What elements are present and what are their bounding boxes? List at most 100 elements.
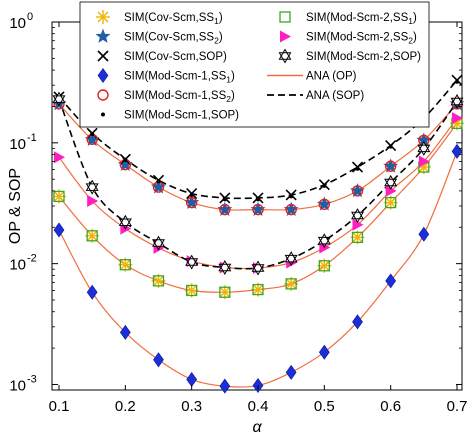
marker-triangle-7-10 (385, 184, 397, 197)
legend-label: SIM(Cov-Scm,SS2) (124, 32, 223, 46)
legend-box (79, 1, 430, 128)
marker-square-6-10 (385, 196, 397, 209)
legend-label: ANA (OP) (306, 71, 357, 83)
legend-label: SIM(Mod-Scm-2,SS1) (306, 12, 417, 26)
legend-label: SIM(Cov-Scm,SS1) (124, 12, 223, 26)
y-tick-exponent: -2 (27, 253, 37, 265)
legend-label: SIM(Mod-Scm-2,SS2) (306, 32, 417, 46)
marker-square-6-6 (252, 283, 264, 296)
marker-dot-5-9 (355, 166, 360, 171)
x-axis-title: α (252, 419, 262, 436)
marker-dot-5-12 (455, 79, 459, 84)
marker-hexstar-8-2 (118, 214, 132, 230)
legend-marker-2 (97, 50, 109, 62)
marker-diamond-3-10 (385, 273, 397, 289)
marker-circle-4-9 (351, 185, 364, 197)
marker-diamond-3-2 (119, 324, 131, 340)
legend-marker-6 (279, 11, 291, 23)
marker-dot-5-7 (289, 194, 294, 199)
marker-dot-5-3 (156, 179, 161, 184)
marker-dot-5-5 (222, 197, 227, 202)
legend-label: SIM(Mod-Scm-1,SS2) (124, 90, 235, 104)
marker-dot-5-2 (123, 158, 128, 163)
marker-triangle-7-12 (452, 112, 463, 125)
marker-dot-5-10 (388, 144, 393, 149)
marker-hexstar-8-8 (317, 233, 331, 249)
legend-label: ANA (SOP) (306, 90, 364, 102)
marker-circle-4-7 (285, 203, 297, 216)
legend-label: SIM(Cov-Scm,SOP) (124, 51, 227, 63)
marker-square-6-2 (119, 259, 131, 271)
marker-diamond-3-7 (285, 364, 297, 380)
legend-marker-3 (97, 67, 109, 84)
marker-triangle-7-11 (418, 155, 430, 168)
marker-diamond-3-5 (219, 378, 231, 394)
x-tick-label: 0.6 (380, 398, 401, 415)
y-tick-label: 10 (9, 257, 26, 274)
legend-marker-5 (101, 112, 105, 117)
x-tick-label: 0.2 (115, 398, 136, 415)
marker-circle-4-8 (318, 198, 331, 210)
x-tick-label: 0.3 (181, 398, 202, 415)
marker-square-6-9 (351, 231, 364, 244)
marker-dot-5-6 (256, 197, 260, 202)
marker-dot-5-4 (189, 192, 194, 197)
marker-diamond-3-9 (352, 314, 363, 330)
legend-label: SIM(Mod-Scm-1,SOP) (124, 110, 239, 122)
legend-marker-1 (95, 28, 111, 43)
legend-marker-4 (97, 89, 109, 101)
x-tick-label: 0.4 (248, 398, 269, 415)
marker-square-6-0 (53, 190, 65, 203)
marker-square-6-3 (152, 275, 165, 287)
marker-hexstar-8-7 (284, 251, 298, 267)
legend-label: SIM(Mod-Scm-2,SOP) (306, 51, 421, 63)
marker-hexstar-8-3 (152, 235, 165, 251)
x-tick-label: 0.7 (447, 398, 468, 415)
marker-diamond-3-1 (86, 284, 98, 300)
marker-diamond-3-0 (53, 222, 65, 238)
marker-dot-5-8 (322, 183, 327, 188)
marker-hexstar-8-0 (52, 91, 66, 107)
marker-hexstar-8-10 (384, 174, 398, 190)
legend-marker-8 (278, 48, 292, 64)
marker-triangle-7-1 (87, 194, 99, 207)
marker-circle-4-5 (219, 203, 231, 216)
y-tick-exponent: -1 (27, 132, 37, 144)
marker-hexstar-8-1 (85, 179, 99, 195)
marker-square-6-1 (86, 230, 98, 242)
marker-diamond-3-8 (318, 344, 330, 360)
marker-diamond-3-11 (418, 226, 430, 242)
marker-triangle-7-9 (352, 218, 364, 231)
marker-circle-4-6 (252, 203, 264, 216)
marker-dot-5-1 (90, 132, 95, 137)
marker-hexstar-8-9 (351, 208, 364, 224)
marker-circle-4-4 (185, 196, 198, 209)
marker-hexstar-8-4 (185, 254, 199, 270)
y-axis-title: OP & SOP (7, 168, 24, 244)
marker-circle-4-10 (384, 160, 397, 172)
y-tick-label: 10 (9, 136, 26, 153)
marker-hexstar-8-12 (450, 93, 464, 110)
y-tick-exponent: -3 (27, 373, 37, 385)
marker-hexstar-8-11 (417, 140, 431, 156)
marker-square-6-7 (285, 278, 297, 290)
y-tick-exponent: 0 (27, 11, 33, 23)
x-tick-label: 0.1 (49, 398, 70, 415)
marker-triangle-7-0 (54, 151, 65, 164)
legend-marker-0 (96, 10, 110, 24)
legend-marker-7 (280, 30, 291, 43)
y-tick-label: 10 (9, 377, 26, 394)
marker-hexstar-8-5 (218, 260, 232, 276)
marker-square-6-8 (318, 260, 330, 272)
legend: SIM(Cov-Scm,SS1) SIM(Cov-Scm,SS2) SIM(Cov-… (79, 1, 430, 128)
marker-triangle-7-8 (319, 241, 331, 254)
marker-square-6-4 (186, 284, 198, 297)
marker-hexstar-8-6 (251, 260, 265, 276)
legend-label: SIM(Mod-Scm-1,SS1) (124, 71, 235, 85)
simulation-markers (51, 74, 465, 394)
marker-diamond-3-3 (153, 352, 164, 368)
x-tick-label: 0.5 (314, 398, 335, 415)
y-tick-label: 10 (9, 15, 26, 32)
